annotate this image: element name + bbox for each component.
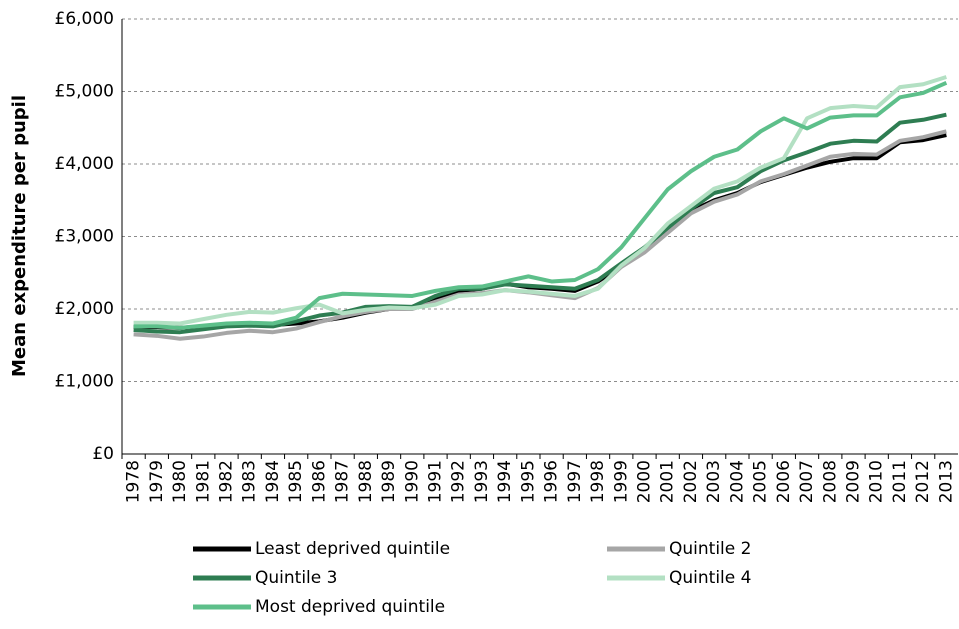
legend-label: Quintile 2 [669,539,751,559]
x-tick-label: 1998 [588,460,608,503]
x-tick-label: 2006 [774,460,794,503]
x-tick-label: 1980 [170,460,190,503]
series-line [133,75,947,326]
legend-label: Least deprived quintile [255,539,450,559]
x-tick-label: 2001 [658,460,678,503]
y-tick-label: £2,000 [55,299,114,319]
series-line [133,112,947,335]
y-tick-label: £1,000 [55,372,114,392]
x-tick-label: 2004 [727,460,747,503]
x-tick-label: 1987 [333,460,353,503]
x-tick-label: 1985 [286,460,306,503]
x-tick-label: 2012 [913,460,933,503]
x-tick-label: 1996 [542,460,562,503]
x-tick-label: 1979 [147,460,167,503]
x-tick-label: 1990 [402,460,422,503]
x-tick-label: 1989 [379,460,399,503]
x-tick-label: 1981 [193,460,213,503]
y-axis-label: Mean expenditure per pupil [9,95,30,377]
y-tick-label: £6,000 [55,9,114,29]
x-tick-label: 2009 [844,460,864,503]
x-tick-label: 1988 [356,460,376,503]
x-tick-label: 1993 [472,460,492,503]
x-tick-label: 2005 [751,460,771,503]
legend-label: Most deprived quintile [255,597,445,617]
x-tick-label: 2008 [820,460,840,503]
x-tick-label: 1984 [263,460,283,503]
x-tick-label: 1983 [240,460,260,503]
x-tick-label: 2007 [797,460,817,503]
x-tick-label: 2002 [681,460,701,503]
x-tick-label: 1994 [495,460,515,503]
x-tick-label: 1982 [217,460,237,503]
y-tick-label: £3,000 [55,227,114,247]
x-tick-label: 1997 [565,460,585,503]
legend-label: Quintile 3 [255,568,337,588]
legend-label: Quintile 4 [669,568,751,588]
x-tick-label: 1999 [611,460,631,503]
y-tick-label: £0 [92,444,114,464]
x-tick-label: 2013 [936,460,956,503]
x-tick-label: 2000 [635,460,655,503]
x-tick-label: 1995 [518,460,538,503]
x-tick-label: 1986 [309,460,329,503]
x-tick-label: 1991 [426,460,446,503]
y-tick-label: £4,000 [55,154,114,174]
series-line [133,80,948,330]
y-tick-label: £5,000 [55,82,114,102]
x-tick-label: 1978 [124,460,144,503]
x-tick-label: 1992 [449,460,469,503]
x-tick-label: 2011 [890,460,910,503]
x-tick-label: 2010 [867,460,887,503]
x-tick-label: 2003 [704,460,724,503]
